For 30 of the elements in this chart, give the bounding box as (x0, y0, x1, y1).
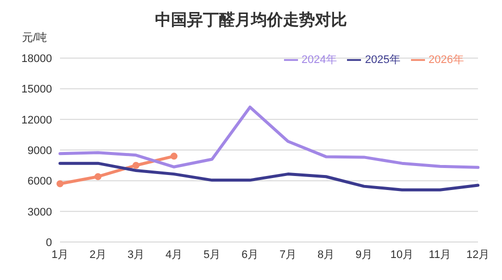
x-tick-label: 9月 (355, 248, 373, 261)
x-tick-label: 2月 (89, 248, 107, 261)
y-tick-label: 9000 (28, 144, 52, 157)
x-tick-label: 8月 (317, 248, 335, 261)
legend-label: 2025年 (365, 54, 401, 66)
x-tick-label: 6月 (241, 248, 259, 261)
point (56, 180, 64, 188)
y-axis-title: 元/吨 (22, 31, 48, 45)
x-tick-label: 3月 (127, 248, 145, 261)
y-tick-label: 15000 (21, 84, 52, 96)
line-series (58, 106, 480, 169)
legend-label: 2026年 (428, 54, 464, 66)
y-tick-label: 0 (46, 236, 52, 249)
line-series (58, 162, 480, 192)
x-tick-label: 5月 (203, 248, 221, 261)
x-tick-label: 12月 (466, 248, 490, 261)
y-tick-label: 6000 (28, 176, 52, 188)
x-tick-label: 11月 (428, 248, 452, 261)
point (132, 162, 140, 169)
point (94, 173, 102, 180)
y-tick-label: 3000 (28, 206, 52, 218)
point (170, 152, 178, 160)
x-tick-label: 1月 (51, 248, 69, 261)
chart-title: 中国异丁醛月均价走势对比 (154, 10, 348, 31)
x-tick-label: 10月 (390, 248, 414, 261)
x-tick-label: 7月 (279, 248, 297, 261)
y-tick-label: 12000 (21, 114, 52, 126)
legend-label: 2024年 (302, 54, 338, 66)
x-tick-label: 4月 (165, 248, 183, 261)
y-tick-label: 18000 (21, 53, 52, 65)
